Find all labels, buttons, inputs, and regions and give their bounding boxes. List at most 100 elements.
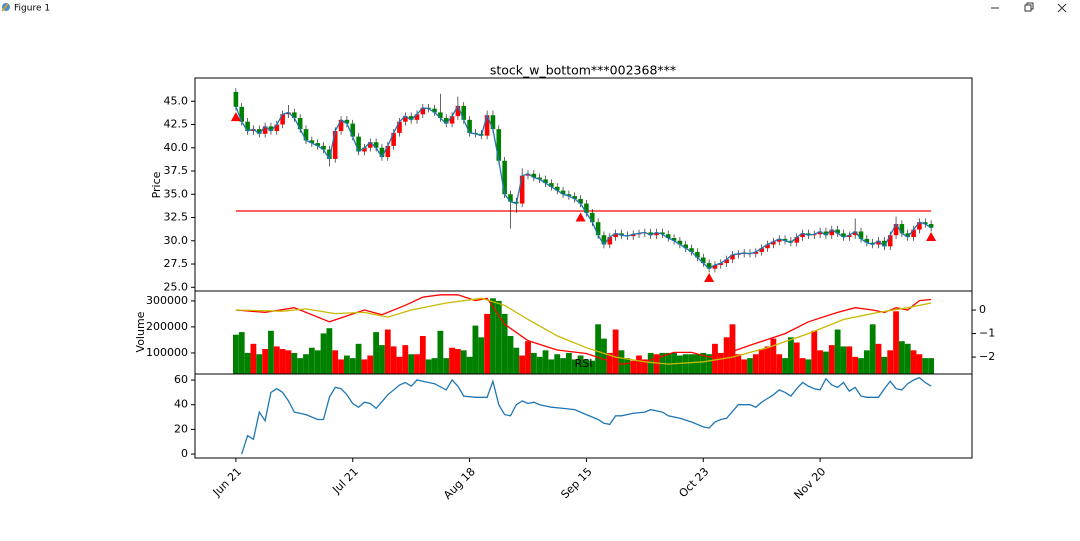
volume-bar — [495, 300, 502, 374]
y2-tick-label: 0 — [979, 303, 986, 316]
candle-body — [309, 140, 315, 144]
y-tick-label: 40.0 — [164, 141, 189, 154]
candle-body — [280, 114, 285, 125]
volume-bar — [414, 354, 420, 374]
restore-button[interactable] — [1024, 2, 1034, 12]
volume-bar — [554, 354, 561, 374]
candle-body — [852, 231, 858, 236]
candle-body — [490, 115, 496, 130]
candle-body — [806, 233, 811, 236]
y2-tick-label: −2 — [979, 350, 995, 363]
volume-bar — [291, 352, 298, 374]
candle-body — [321, 145, 326, 150]
volume-bar — [402, 345, 409, 374]
candle-body — [578, 198, 583, 204]
volume-bar — [390, 346, 397, 374]
candle-body — [350, 123, 356, 137]
volume-bar — [326, 328, 333, 374]
y-tick-label: 0 — [181, 447, 188, 460]
volume-bar — [484, 313, 491, 374]
volume-bar — [817, 350, 824, 374]
volume-bar — [834, 329, 841, 374]
volume-bar — [355, 343, 362, 374]
volume-bar — [232, 334, 239, 374]
bottom-marker — [704, 272, 715, 282]
candle-body — [817, 231, 823, 235]
chart-title: stock_w_bottom***002368*** — [490, 63, 676, 78]
volume-bar — [250, 343, 257, 374]
volume-bar — [770, 338, 777, 374]
volume-bar — [723, 337, 730, 374]
volume-bar — [285, 350, 292, 374]
volume-bar — [472, 325, 479, 374]
volume-bar — [548, 359, 555, 374]
window-icon — [1, 3, 10, 12]
volume-bar — [840, 346, 847, 374]
volume-bar — [571, 359, 578, 374]
volume-bar — [922, 358, 929, 374]
candle-body — [771, 241, 776, 245]
volume-bar — [501, 313, 508, 374]
volume-bar — [308, 347, 315, 374]
candle-body — [917, 222, 922, 230]
candle-body — [695, 251, 700, 258]
bottom-marker — [230, 112, 241, 122]
candle-body — [841, 233, 846, 238]
candle-body — [543, 179, 548, 184]
candle-body — [519, 175, 525, 204]
candle-body — [484, 115, 490, 136]
volume-bar — [898, 341, 905, 374]
volume-bar — [758, 349, 765, 374]
volume-bar — [717, 352, 724, 374]
candle-body — [274, 124, 280, 132]
rsi-line — [241, 376, 932, 455]
volume-bar — [630, 360, 637, 374]
candle-body — [718, 263, 724, 265]
candle-body — [753, 251, 759, 254]
y-tick-label: 60 — [174, 373, 188, 386]
candle-body — [794, 237, 800, 243]
candle-body — [525, 173, 531, 176]
candle-body — [899, 224, 905, 234]
candle-body — [724, 259, 729, 264]
bottom-marker — [575, 212, 586, 222]
plot-area — [232, 294, 935, 374]
candle-body — [467, 119, 472, 133]
volume-bar — [443, 358, 450, 374]
volume-bar — [478, 337, 485, 374]
volume-bar — [530, 352, 537, 374]
candle-body — [911, 229, 916, 238]
candle-body — [344, 119, 350, 124]
volume-bar — [735, 354, 742, 374]
candle-body — [362, 147, 367, 152]
candle-body — [689, 248, 694, 252]
candle-body — [449, 116, 455, 124]
y-tick-label: 30.0 — [164, 234, 189, 247]
candle-body — [338, 119, 344, 132]
candle-body — [887, 235, 893, 247]
candle-body — [549, 183, 554, 187]
volume-bar — [244, 352, 251, 374]
y-tick-label: 100000 — [146, 346, 188, 359]
candle-body — [630, 234, 636, 237]
candle-body — [619, 233, 624, 236]
volume-bar — [314, 350, 321, 374]
indicator-line — [235, 297, 932, 365]
candle-body — [508, 194, 513, 202]
candle-body — [531, 173, 537, 178]
close-button[interactable] — [1057, 3, 1067, 13]
volume-bar — [741, 359, 748, 374]
candle-body — [566, 194, 572, 197]
y-tick-label: 40 — [174, 398, 188, 411]
candle-body — [572, 196, 578, 199]
y-tick-label: 200000 — [146, 320, 188, 333]
candle-body — [239, 106, 245, 122]
candle-body — [438, 112, 443, 118]
candle-body — [759, 248, 764, 252]
indicator-line — [235, 294, 932, 365]
candle-body — [671, 237, 677, 241]
candle-body — [847, 235, 852, 238]
